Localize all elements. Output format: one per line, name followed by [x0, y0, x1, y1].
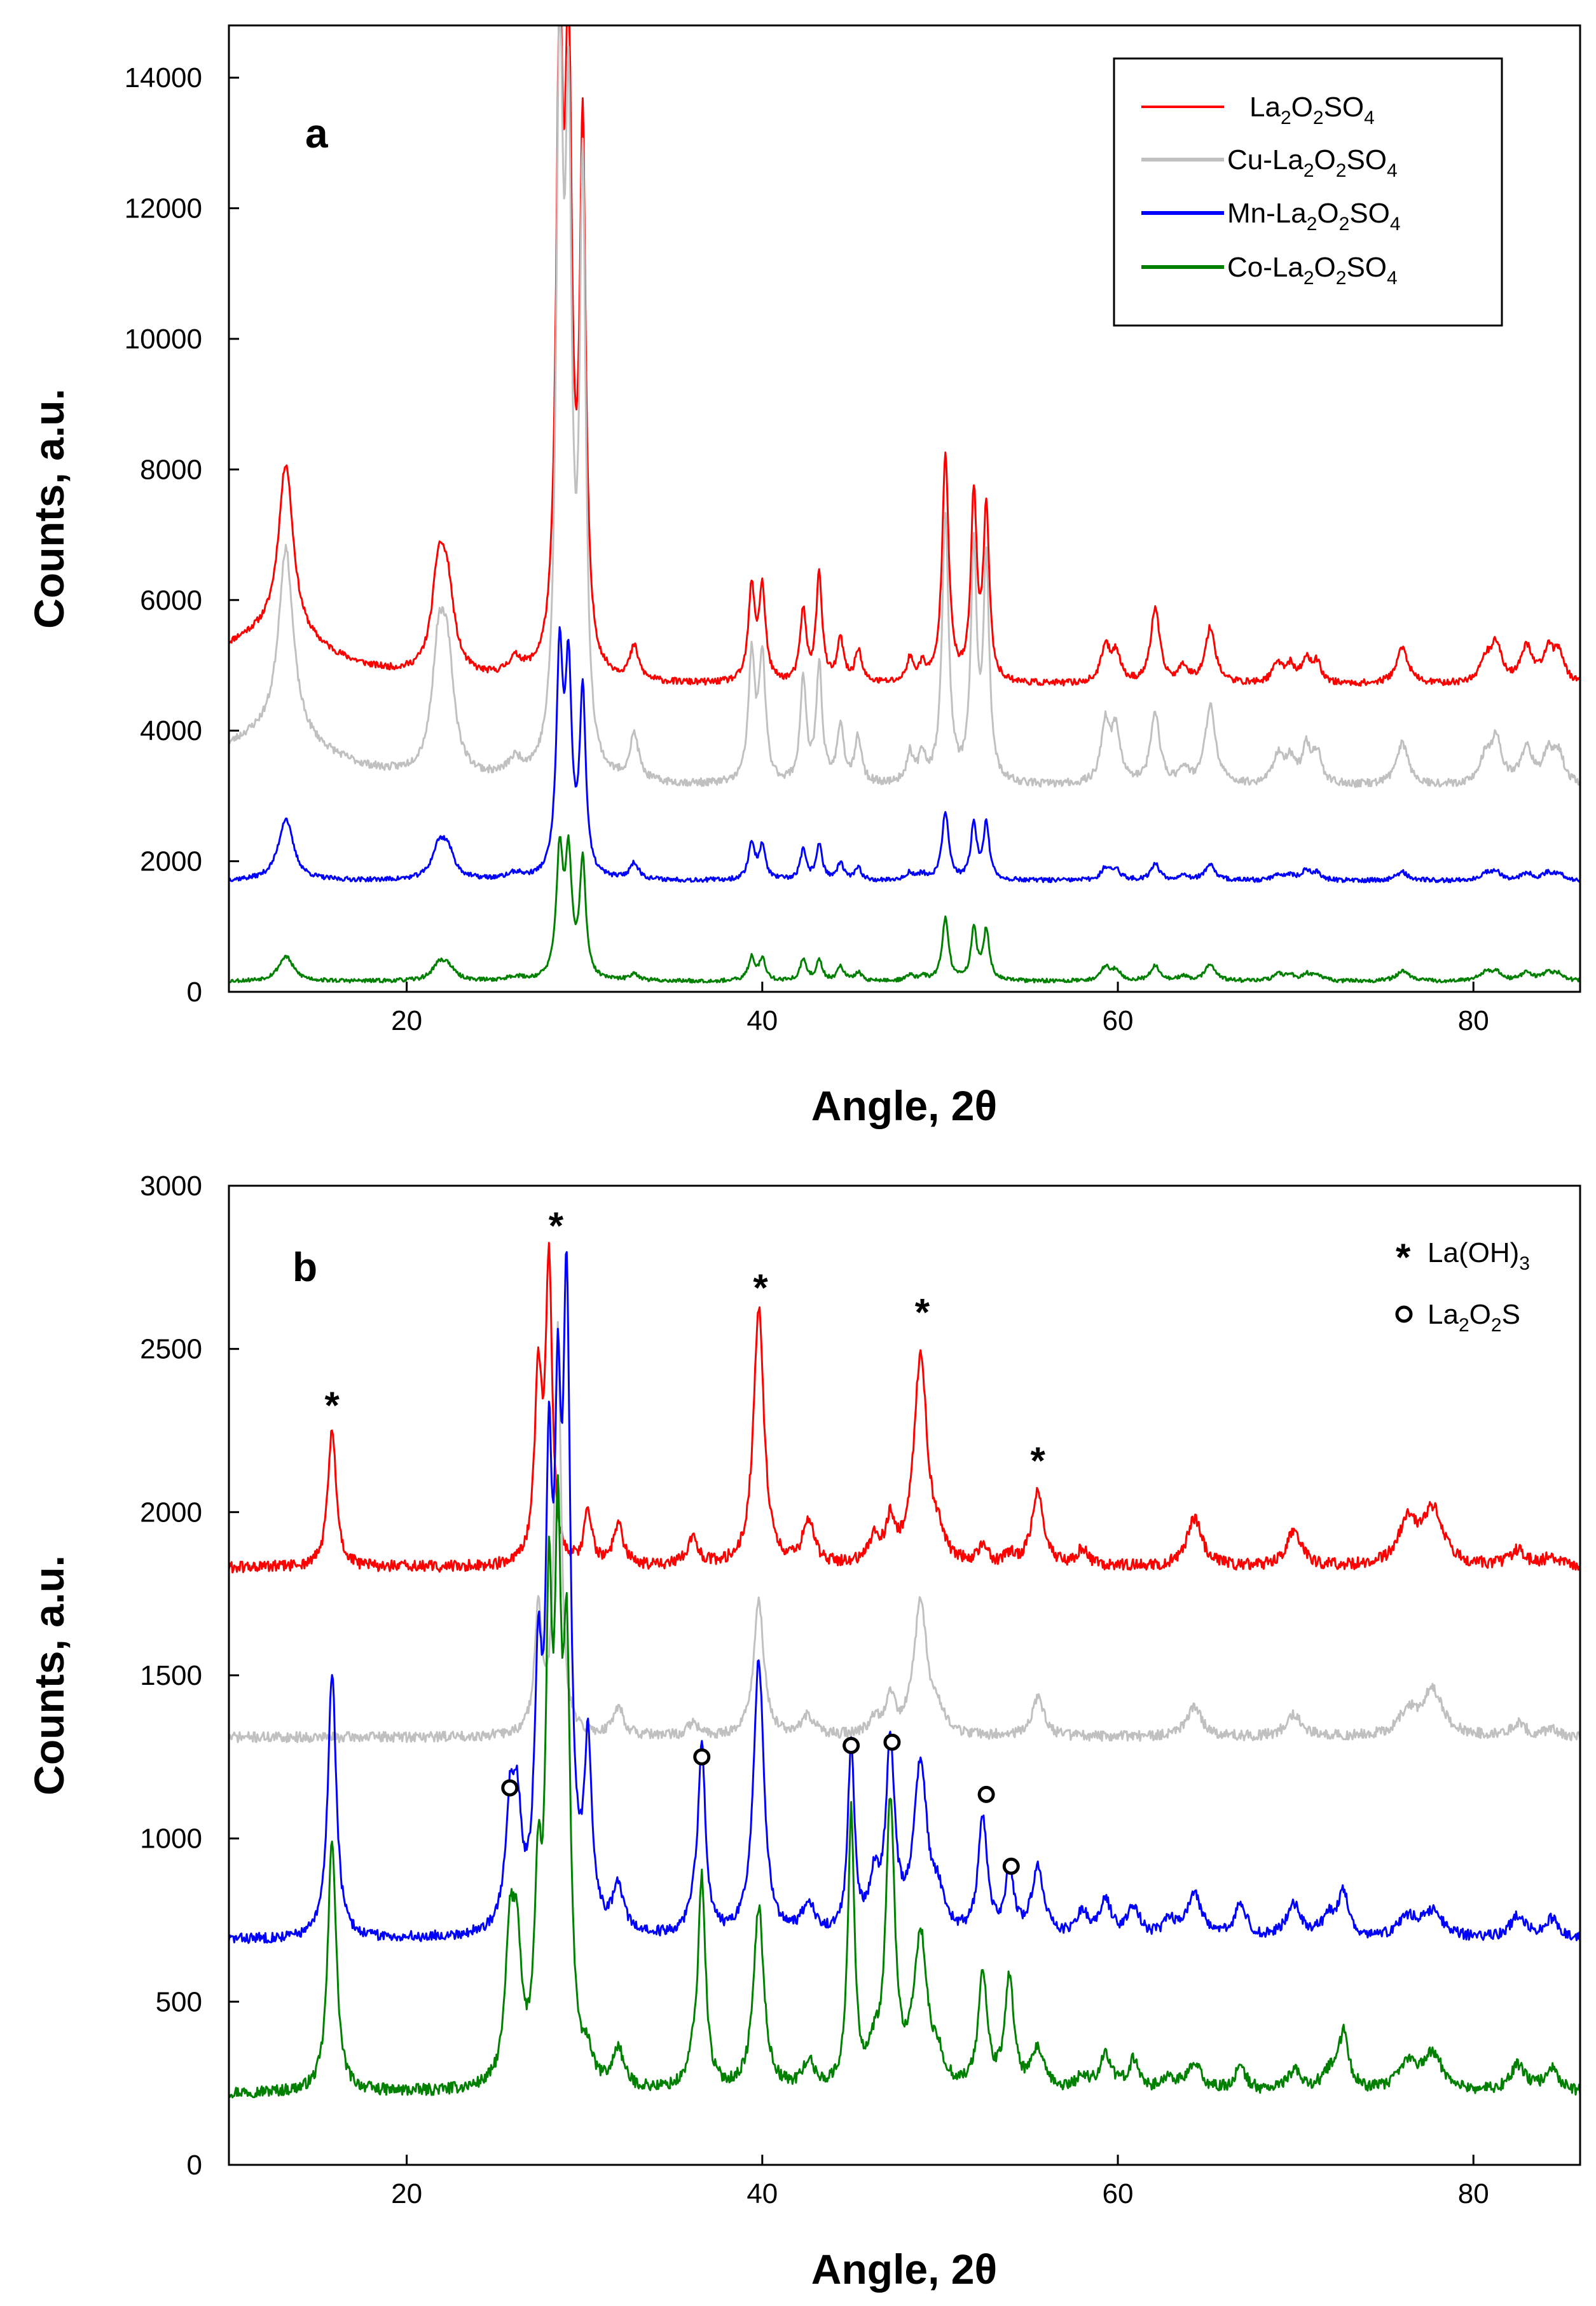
panel-b-label: b — [292, 1244, 317, 1290]
la2o2s-peak-marker — [693, 1748, 711, 1766]
y-tick-label: 500 — [156, 1986, 202, 2017]
la-oh-3-peak-marker: * — [915, 1291, 930, 1334]
y-tick-label: 12000 — [125, 193, 202, 224]
panel-a-y-axis-title: Counts, a.u. — [25, 388, 72, 629]
panel-b-x-axis-title: Angle, 2θ — [811, 2246, 997, 2293]
series-line-a-3 — [228, 834, 1581, 984]
y-tick-label: 0 — [187, 2150, 202, 2181]
x-tick-label: 80 — [1458, 2178, 1489, 2209]
series-line-a-0 — [228, 24, 1581, 687]
panel-a-ticks: 20 40 60 80 0 2000 4000 6000 8000 10000 12000 14000 — [125, 62, 1489, 1036]
panel-b-marker-legend: * La(OH)3 La2O2S — [1395, 1236, 1530, 1336]
panel-b-series-group — [228, 1242, 1581, 2099]
y-tick-label: 0 — [187, 977, 202, 1008]
series-line-b-0 — [228, 1242, 1581, 1574]
panel-b-plot-frame — [228, 1184, 1581, 2166]
legend-star-marker: * — [1396, 1236, 1411, 1279]
y-tick-label: 14000 — [125, 62, 202, 93]
y-tick-label: 4000 — [140, 715, 202, 746]
legend-label-la-oh-3: La(OH)3 — [1427, 1237, 1530, 1274]
la2o2s-peak-marker — [883, 1733, 901, 1751]
x-tick-label: 40 — [746, 2178, 778, 2209]
series-line-b-1 — [228, 1321, 1581, 1743]
la2o2s-peak-marker — [1002, 1857, 1020, 1875]
legend-label-co-la2o2so4: Co-La2O2SO4 — [1227, 252, 1398, 289]
legend-frame — [1113, 57, 1503, 327]
y-tick-label: 1500 — [140, 1660, 202, 1691]
la-oh-3-peak-marker: * — [324, 1384, 340, 1427]
legend-label-la2o2s: La2O2S — [1427, 1299, 1520, 1336]
la2o2s-peak-marker — [843, 1736, 860, 1754]
legend-label-mn-la2o2so4: Mn-La2O2SO4 — [1227, 198, 1401, 235]
panel-a-plot-frame — [228, 24, 1581, 993]
y-tick-label: 2500 — [140, 1334, 202, 1365]
y-tick-label: 3000 — [140, 1170, 202, 1202]
y-tick-label: 2000 — [140, 1497, 202, 1528]
panel-b: 20 40 60 80 0 500 1000 1500 2000 2500 3000 * * * * * b… — [25, 1170, 1581, 2293]
la-oh-3-peak-marker: * — [753, 1266, 768, 1309]
x-tick-label: 20 — [391, 1005, 422, 1036]
legend-label-la2o2so4: La2O2SO4 — [1249, 92, 1375, 128]
x-tick-label: 80 — [1458, 1005, 1489, 1036]
x-tick-label: 20 — [391, 2178, 422, 2209]
panel-b-ticks: 20 40 60 80 0 500 1000 1500 2000 2500 3000 — [140, 1170, 1489, 2209]
panel-a: 20 40 60 80 0 2000 4000 6000 8000 10000 12000 14000… — [25, 24, 1581, 1129]
y-tick-label: 10000 — [125, 324, 202, 355]
series-line-a-2 — [228, 626, 1581, 884]
panel-a-label: a — [305, 111, 328, 156]
y-tick-label: 1000 — [140, 1823, 202, 1855]
la2o2s-peak-marker — [501, 1779, 519, 1797]
series-line-b-2 — [228, 1251, 1581, 1944]
panel-b-y-axis-title: Counts, a.u. — [25, 1555, 72, 1795]
la2o2s-peak-marker — [977, 1785, 995, 1803]
y-tick-label: 2000 — [140, 846, 202, 877]
la-oh-3-peak-marker: * — [549, 1205, 564, 1247]
la-oh-3-peak-marker: * — [1031, 1439, 1046, 1482]
panel-b-phase-markers: * * * * * — [324, 1205, 1046, 1875]
panel-a-series-group — [228, 24, 1581, 984]
panel-a-x-axis-title: Angle, 2θ — [811, 1082, 997, 1129]
series-line-b-3 — [228, 1474, 1581, 2099]
x-tick-label: 40 — [746, 1005, 778, 1036]
x-tick-label: 60 — [1103, 1005, 1134, 1036]
legend-circle-marker — [1395, 1305, 1413, 1323]
panel-a-legend: La2O2SO4 Cu-La2O2SO4 Mn-La2O2SO4 Co-La2O… — [1113, 57, 1503, 327]
y-tick-label: 6000 — [140, 585, 202, 616]
x-tick-label: 60 — [1103, 2178, 1134, 2209]
series-line-a-1 — [228, 24, 1581, 788]
y-tick-label: 8000 — [140, 454, 202, 485]
